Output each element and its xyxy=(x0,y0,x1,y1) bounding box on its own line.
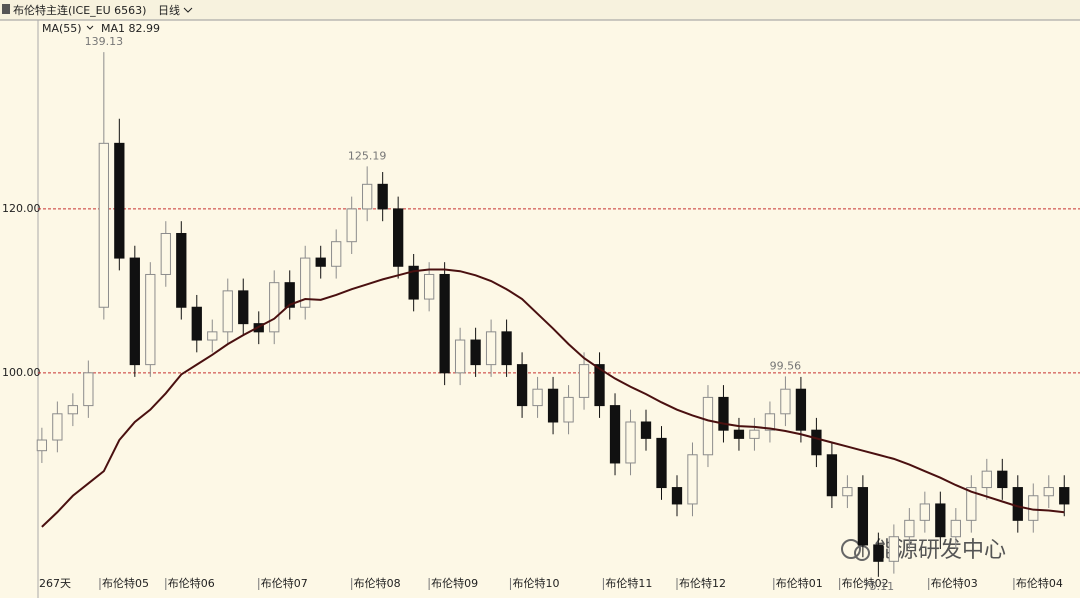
x-tick-label: 布伦特06 xyxy=(168,576,215,590)
annotation: 75.11 xyxy=(863,580,895,593)
candle-body xyxy=(238,290,249,325)
candle-body xyxy=(36,439,48,452)
candle-body xyxy=(687,454,698,505)
header-bar xyxy=(0,0,1080,20)
candle-body xyxy=(331,241,342,267)
candle-body xyxy=(269,282,280,333)
candles xyxy=(36,52,1070,577)
candle-body xyxy=(516,364,528,407)
candle-body xyxy=(1012,487,1023,521)
candle-body xyxy=(207,331,218,341)
candle-body xyxy=(997,470,1008,489)
candle-body xyxy=(733,429,745,439)
candle-body xyxy=(1043,487,1054,497)
candle-body xyxy=(950,519,961,538)
candle-body xyxy=(547,388,559,423)
ma-chevron[interactable] xyxy=(86,25,94,30)
candle-body xyxy=(656,437,667,489)
candle-body xyxy=(888,536,900,562)
candle-body xyxy=(470,339,481,366)
candle-body xyxy=(718,396,729,431)
candle-body xyxy=(501,331,512,366)
annotation: 99.56 xyxy=(770,359,802,372)
candle-body xyxy=(671,487,683,505)
candle-body xyxy=(145,273,156,366)
candle-body xyxy=(904,519,915,538)
candle-body xyxy=(284,282,295,308)
candle-body xyxy=(67,405,79,415)
x-tick-label: 布伦特09 xyxy=(431,576,478,590)
candle-body xyxy=(640,421,652,439)
x-tick-label: 布伦特02 xyxy=(842,576,889,590)
candle-body xyxy=(423,273,435,300)
candle-body xyxy=(114,142,125,259)
candle-body xyxy=(160,232,171,275)
candle-body xyxy=(315,257,326,267)
candle-body xyxy=(795,388,807,431)
candle-body xyxy=(454,339,466,374)
candle-body xyxy=(702,396,714,456)
candle-body xyxy=(935,503,946,538)
candle-body xyxy=(609,405,621,464)
x-tick-label: 布伦特07 xyxy=(261,576,308,590)
x-tick-label: 布伦特04 xyxy=(1016,576,1063,590)
candle-body xyxy=(764,413,776,431)
candle-body xyxy=(594,364,605,407)
candle-body xyxy=(377,183,388,210)
candle-body xyxy=(52,413,63,441)
chart-title: 布伦特主连(ICE_EU 6563) xyxy=(13,3,146,17)
candle-body xyxy=(176,232,187,308)
ma-name[interactable]: MA(55) xyxy=(42,22,82,35)
bar-count: 267天 xyxy=(39,577,71,590)
candle-body xyxy=(873,544,884,562)
watermark-icon xyxy=(854,545,870,561)
candle-body xyxy=(811,429,822,456)
y-tick-label: 120.00 xyxy=(2,202,41,215)
candle-body xyxy=(981,470,992,489)
candle-body xyxy=(578,364,590,398)
candle-body xyxy=(439,273,450,374)
candle-body xyxy=(919,503,930,521)
y-tick-label: 100.00 xyxy=(2,366,41,379)
candle-body xyxy=(83,372,94,407)
candle-body xyxy=(842,487,853,497)
x-tick-label: 布伦特08 xyxy=(354,576,401,590)
candle-body xyxy=(625,421,636,464)
candle-body xyxy=(393,208,404,267)
candle-body xyxy=(826,454,838,497)
x-tick-label: 布伦特11 xyxy=(605,576,652,590)
candle-body xyxy=(780,388,791,415)
x-tick-label: 布伦特05 xyxy=(102,576,149,590)
period-chevron[interactable] xyxy=(183,7,193,13)
annotation: 125.19 xyxy=(348,149,387,162)
ma-line xyxy=(41,268,1065,528)
candle-body xyxy=(362,183,373,210)
x-tick-label: 布伦特10 xyxy=(512,576,559,590)
candle-body xyxy=(1059,487,1070,505)
header-icon xyxy=(2,4,10,14)
candle-body xyxy=(129,257,140,366)
candle-body xyxy=(408,265,419,300)
candle-body xyxy=(191,306,202,341)
candle-body xyxy=(485,331,497,366)
x-tick-label: 布伦特12 xyxy=(679,576,726,590)
candle-body xyxy=(222,290,233,333)
candle-body xyxy=(857,487,869,546)
candle-body xyxy=(98,142,109,308)
candle-body xyxy=(749,429,760,439)
candle-body xyxy=(966,487,977,521)
candle-body xyxy=(563,396,574,423)
candle-body xyxy=(532,388,543,407)
watermark-icon xyxy=(841,539,861,559)
candle-body xyxy=(300,257,311,308)
ma-label: MA1 82.99 xyxy=(101,22,160,35)
x-tick-label: 布伦特01 xyxy=(776,576,823,590)
annotation: 139.13 xyxy=(85,35,124,48)
x-tick-label: 布伦特03 xyxy=(931,576,978,590)
period-selector[interactable]: 日线 xyxy=(158,3,180,17)
candle-body xyxy=(346,208,357,243)
